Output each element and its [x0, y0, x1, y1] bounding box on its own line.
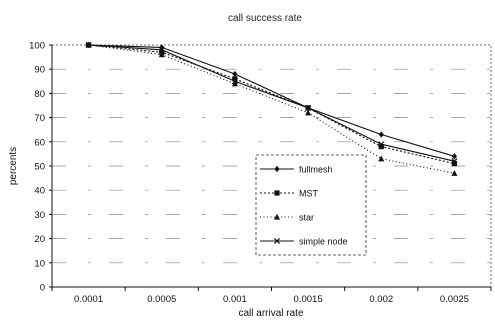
y-tick-label: 30	[34, 210, 45, 221]
y-tick-label: 100	[29, 41, 45, 52]
y-tick-label: 10	[34, 258, 45, 269]
x-ticks: 0.0001 0.0005 0.001 0.0015 0.002 0.0025	[51, 287, 492, 305]
legend-marker-star	[274, 213, 280, 220]
y-axis-label: percents	[8, 147, 19, 185]
series-line-mst	[88, 44, 455, 165]
y-tick-label: 50	[34, 162, 45, 173]
series	[85, 41, 458, 176]
data-point-star	[305, 109, 312, 116]
data-point-fullmesh	[232, 70, 238, 78]
chart-title: call success rate	[228, 13, 302, 24]
legend-label-simple-node: simple node	[299, 237, 348, 247]
legend-marker-simple-node	[273, 237, 281, 245]
data-point-fullmesh	[451, 153, 458, 160]
legend-box	[255, 154, 367, 256]
data-point-star	[378, 155, 385, 162]
data-point-simple-node	[378, 141, 385, 148]
y-tick-label: 20	[34, 234, 45, 245]
data-point-star	[451, 170, 458, 176]
data-point-fullmesh	[159, 44, 165, 51]
x-tick-label: 0.0015	[294, 294, 323, 305]
data-point-mst	[232, 76, 238, 82]
data-point-simple-node	[85, 41, 92, 49]
x-tick-label: 0.0005	[147, 294, 176, 305]
y-tick-label: 0	[40, 283, 45, 294]
data-point-simple-node	[231, 78, 238, 85]
y-tick-label: 80	[34, 89, 45, 100]
data-point-mst	[378, 144, 384, 150]
y-tick-label: 60	[34, 137, 45, 148]
x-tick-label: 0.001	[223, 294, 247, 305]
data-point-fullmesh	[378, 131, 384, 138]
data-point-star	[158, 51, 165, 58]
y-tick-label: 40	[34, 186, 45, 197]
y-ticks: 0 10 20 30 40 50 60 70 80 90 100	[29, 41, 52, 294]
legend-label-star: star	[299, 213, 314, 223]
data-point-simple-node	[305, 104, 312, 111]
data-point-simple-node	[451, 158, 458, 165]
series-line-star	[88, 44, 455, 174]
legend-marker-mst	[274, 190, 280, 196]
legend-label-mst: MST	[299, 189, 319, 199]
series-line-simple-node	[88, 44, 455, 162]
x-tick-label: 0.002	[369, 294, 393, 305]
x-axis-label: call arrival rate	[238, 308, 303, 319]
legend-marker-fullmesh	[274, 165, 280, 173]
data-point-mst	[451, 160, 458, 167]
legend-label-fullmesh: fullmesh	[299, 165, 333, 175]
x-tick-label: 0.0001	[74, 294, 103, 305]
x-tick-label: 0.0025	[440, 294, 469, 305]
data-point-simple-node	[158, 46, 165, 53]
legend: fullmesh MST star simple node	[255, 154, 367, 256]
y-tick-label: 70	[34, 113, 45, 124]
y-tick-label: 90	[34, 65, 45, 76]
data-point-star	[231, 80, 238, 87]
series-line-fullmesh	[88, 44, 455, 157]
